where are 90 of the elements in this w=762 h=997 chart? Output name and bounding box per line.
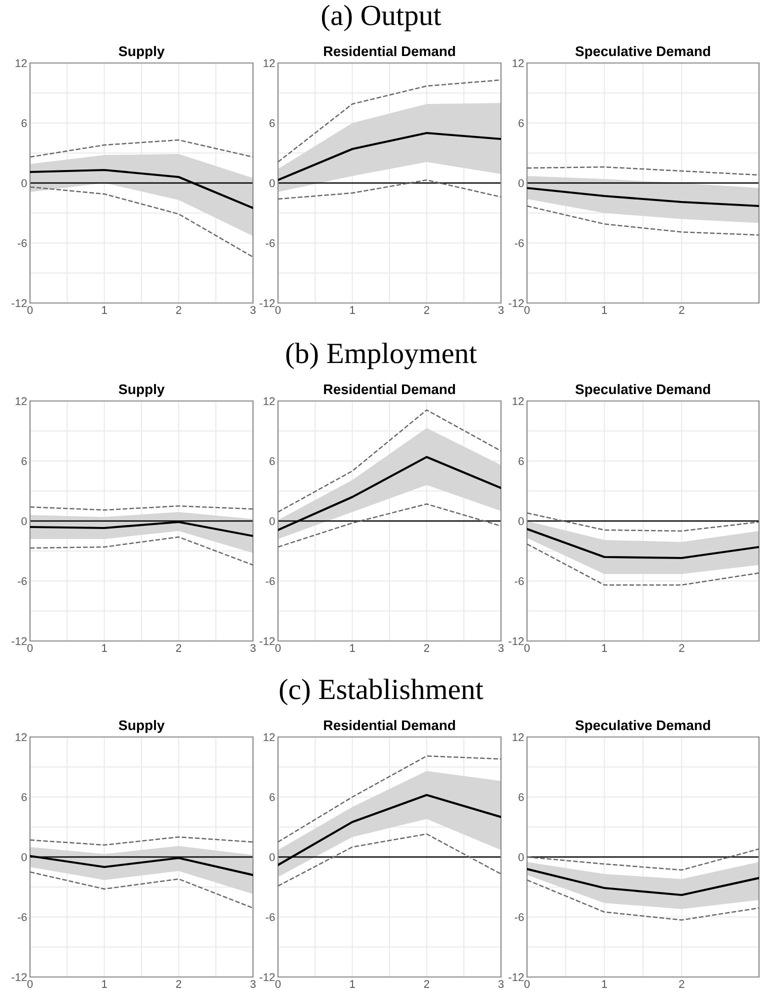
text: (a) Output	[322, 4, 442, 32]
y-tick-label: -12	[260, 299, 275, 308]
y-tick-label: 6	[22, 457, 27, 466]
x-tick-label: 3	[498, 644, 504, 652]
text: (c) Establishment	[280, 678, 484, 706]
chart-title: Speculative Demand	[575, 720, 710, 733]
x-tick-label: 0	[27, 306, 33, 314]
text: (b) Employment	[286, 342, 477, 370]
x-tick-label: 0	[524, 644, 530, 652]
chart-title: Speculative Demand	[575, 384, 710, 397]
x-tick-label: 3	[498, 306, 504, 314]
x-tick-label: 3	[250, 644, 256, 652]
y-tick-label: -6	[18, 577, 27, 586]
x-tick-label: 1	[602, 644, 607, 652]
chart-title: Residential Demand	[324, 46, 455, 56]
y-tick-label: 0	[269, 179, 275, 188]
x-tick-label: 2	[424, 306, 430, 314]
y-tick-label: 0	[21, 517, 27, 526]
x-tick-label: 0	[27, 980, 33, 988]
chart-title: Residential Demand	[324, 720, 455, 730]
y-tick-label: -6	[18, 239, 27, 248]
x-tick-label: 1	[350, 980, 355, 988]
x-tick-label: 0	[275, 980, 281, 988]
x-tick-label: 0	[275, 306, 281, 314]
y-tick-label: -6	[266, 577, 275, 586]
y-tick-label: 0	[269, 517, 275, 526]
y-tick-label: 12	[264, 733, 275, 742]
y-tick-label: 12	[512, 397, 524, 406]
y-tick-label: -6	[514, 239, 524, 248]
y-tick-label: -6	[514, 577, 524, 586]
y-tick-label: 12	[264, 59, 275, 68]
y-tick-label: 0	[518, 517, 524, 526]
x-tick-label: 0	[27, 644, 33, 652]
y-tick-label: 12	[264, 397, 275, 406]
x-tick-label: 1	[102, 980, 107, 988]
x-tick-label: 2	[424, 644, 430, 652]
y-tick-label: -6	[266, 913, 275, 922]
y-tick-label: -12	[260, 637, 275, 646]
y-tick-label: 6	[22, 119, 27, 128]
y-tick-label: -6	[266, 239, 275, 248]
y-tick-label: -6	[18, 913, 27, 922]
x-tick-label: 1	[102, 644, 107, 652]
x-tick-label: 1	[102, 306, 107, 314]
y-tick-label: 6	[270, 457, 275, 466]
y-tick-label: -12	[508, 973, 524, 982]
y-tick-label: 6	[518, 457, 524, 466]
y-tick-label: 6	[518, 793, 524, 802]
y-tick-label: 0	[518, 179, 524, 188]
x-tick-label: 2	[176, 980, 182, 988]
x-tick-label: 1	[602, 306, 607, 314]
x-tick-label: 2	[176, 644, 182, 652]
y-tick-label: 6	[22, 793, 27, 802]
x-tick-label: 3	[498, 980, 504, 988]
x-tick-label: 2	[679, 306, 684, 314]
chart-title: Speculative Demand	[575, 46, 710, 59]
y-tick-label: -6	[514, 913, 524, 922]
y-tick-label: 0	[518, 853, 524, 862]
y-tick-label: -12	[12, 299, 27, 308]
y-tick-label: -12	[508, 299, 524, 308]
y-tick-label: 6	[270, 793, 275, 802]
x-tick-label: 3	[250, 306, 256, 314]
x-tick-label: 1	[350, 644, 355, 652]
y-tick-label: -12	[12, 637, 27, 646]
y-tick-label: 6	[518, 119, 524, 128]
y-tick-label: 0	[21, 179, 27, 188]
x-tick-label: 0	[524, 306, 530, 314]
x-tick-label: 2	[679, 644, 684, 652]
y-tick-label: 0	[269, 853, 275, 862]
x-tick-label: 2	[424, 980, 430, 988]
x-tick-label: 2	[176, 306, 182, 314]
y-tick-label: 12	[16, 733, 27, 742]
y-tick-label: 12	[16, 397, 27, 406]
x-tick-label: 2	[679, 980, 684, 988]
y-tick-label: 6	[270, 119, 275, 128]
y-tick-label: 12	[512, 733, 524, 742]
x-tick-label: 3	[250, 980, 256, 988]
y-tick-label: 0	[21, 853, 27, 862]
y-tick-label: -12	[12, 973, 27, 982]
x-tick-label: 1	[602, 980, 607, 988]
chart-title: Supply	[118, 46, 165, 59]
y-tick-label: 12	[512, 59, 524, 68]
y-tick-label: -12	[508, 637, 524, 646]
x-tick-label: 1	[350, 306, 355, 314]
x-tick-label: 0	[524, 980, 530, 988]
chart-title: Supply	[118, 384, 165, 397]
x-tick-label: 0	[275, 644, 281, 652]
y-tick-label: 12	[16, 59, 27, 68]
y-tick-label: -12	[260, 973, 275, 982]
chart-title: Supply	[118, 720, 165, 733]
chart-title: Residential Demand	[324, 384, 455, 394]
